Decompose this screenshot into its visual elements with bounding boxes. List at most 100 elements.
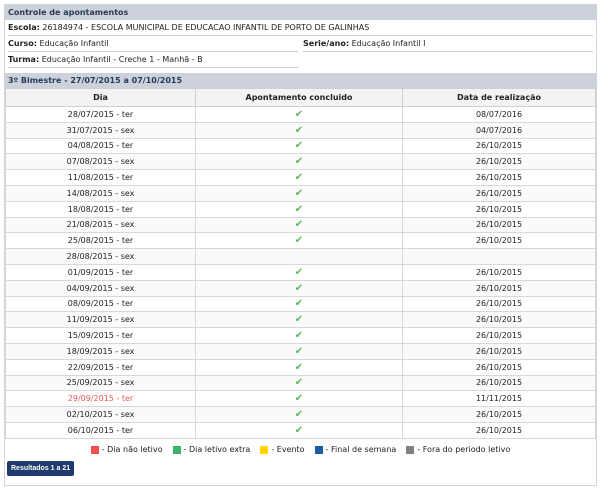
check-icon: ✔ bbox=[294, 409, 304, 421]
data-realizacao-cell: 26/10/2015 bbox=[402, 311, 596, 329]
column-header-dia[interactable]: Dia bbox=[5, 88, 196, 107]
apontamento-cell: ✔ bbox=[195, 106, 403, 123]
data-realizacao-cell: 08/07/2016 bbox=[402, 106, 596, 123]
apontamento-cell: ✔ bbox=[195, 327, 403, 344]
data-realizacao-cell: 26/10/2015 bbox=[402, 295, 596, 313]
table-row[interactable]: 14/08/2015 - sex ✔ 26/10/2015 bbox=[5, 184, 596, 202]
data-realizacao-cell: 26/10/2015 bbox=[402, 232, 596, 250]
data-realizacao-cell: 26/10/2015 bbox=[402, 263, 596, 281]
dia-cell: 14/08/2015 - sex bbox=[5, 184, 196, 202]
data-realizacao-cell: 26/10/2015 bbox=[402, 169, 596, 186]
legend-swatch bbox=[260, 445, 269, 454]
apontamento-cell: ✔ bbox=[195, 216, 403, 234]
legend-item: - Fora do periodo letivo bbox=[406, 445, 510, 454]
table-row[interactable]: 31/07/2015 - sex ✔ 04/07/2016 bbox=[5, 121, 596, 139]
data-realizacao-cell: 26/10/2015 bbox=[402, 421, 596, 439]
column-header-apontamento[interactable]: Apontamento concluido bbox=[195, 88, 403, 107]
apontamento-cell: ✔ bbox=[195, 358, 403, 376]
check-icon: ✔ bbox=[294, 377, 304, 389]
check-icon: ✔ bbox=[294, 235, 304, 247]
data-realizacao-cell: 26/10/2015 bbox=[402, 200, 596, 218]
apontamento-cell: ✔ bbox=[195, 232, 403, 250]
table-row[interactable]: 18/09/2015 - sex ✔ 26/10/2015 bbox=[5, 342, 596, 360]
dia-cell: 11/08/2015 - ter bbox=[5, 169, 196, 186]
legend-item: - Dia letivo extra bbox=[172, 445, 250, 454]
table-row[interactable]: 25/08/2015 - ter ✔ 26/10/2015 bbox=[5, 232, 596, 250]
apontamento-cell: ✔ bbox=[195, 121, 403, 139]
data-realizacao-cell: 26/10/2015 bbox=[402, 279, 596, 297]
apontamento-cell: ✔ bbox=[195, 390, 403, 408]
data-realizacao-cell: 26/10/2015 bbox=[402, 374, 596, 392]
dia-cell: 04/08/2015 - ter bbox=[5, 137, 196, 155]
table-row[interactable]: 07/08/2015 - sex ✔ 26/10/2015 bbox=[5, 153, 596, 171]
results-button[interactable]: Resultados 1 a 21 bbox=[7, 461, 75, 476]
check-icon: ✔ bbox=[294, 108, 304, 120]
apontamento-cell: ✔ bbox=[195, 169, 403, 186]
apontamento-cell: ✔ bbox=[195, 184, 403, 202]
data-realizacao-cell: 26/10/2015 bbox=[402, 406, 596, 423]
check-icon: ✔ bbox=[294, 393, 304, 405]
check-icon: ✔ bbox=[294, 424, 304, 436]
table-row[interactable]: 08/09/2015 - ter ✔ 26/10/2015 bbox=[5, 295, 596, 313]
apontamento-cell: ✔ bbox=[195, 311, 403, 329]
column-header-data[interactable]: Data de realização bbox=[402, 88, 596, 107]
dia-cell: 01/09/2015 - ter bbox=[5, 263, 196, 281]
curso-field: Curso: Educação Infantil bbox=[8, 36, 298, 52]
dia-cell: 29/09/2015 - ter bbox=[5, 390, 196, 408]
legend-label: - Evento bbox=[271, 445, 305, 454]
data-realizacao-cell: 26/10/2015 bbox=[402, 216, 596, 234]
curso-value: Educação Infantil bbox=[39, 39, 109, 48]
table-row[interactable]: 02/10/2015 - sex ✔ 26/10/2015 bbox=[5, 406, 596, 423]
apontamento-cell: ✔ bbox=[195, 342, 403, 360]
table-row[interactable]: 06/10/2015 - ter ✔ 26/10/2015 bbox=[5, 421, 596, 439]
data-realizacao-cell: 04/07/2016 bbox=[402, 121, 596, 139]
check-icon: ✔ bbox=[294, 219, 304, 231]
legend-swatch bbox=[90, 445, 99, 454]
legend-item: - Evento bbox=[260, 445, 305, 454]
check-icon: ✔ bbox=[294, 140, 304, 152]
dia-cell: 18/08/2015 - ter bbox=[5, 200, 196, 218]
table-row[interactable]: 15/09/2015 - ter ✔ 26/10/2015 bbox=[5, 327, 596, 344]
dia-cell: 25/08/2015 - ter bbox=[5, 232, 196, 250]
dia-cell: 18/09/2015 - sex bbox=[5, 342, 196, 360]
table-row[interactable]: 18/08/2015 - ter ✔ 26/10/2015 bbox=[5, 200, 596, 218]
dia-cell: 11/09/2015 - sex bbox=[5, 311, 196, 329]
check-icon: ✔ bbox=[294, 266, 304, 278]
check-icon: ✔ bbox=[294, 203, 304, 215]
legend: - Dia não letivo - Dia letivo extra - Even… bbox=[5, 445, 596, 456]
apontamentos-table: Dia Apontamento concluido Data de realiz… bbox=[5, 88, 596, 439]
legend-label: - Fora do periodo letivo bbox=[417, 445, 511, 454]
dia-cell: 25/09/2015 - sex bbox=[5, 374, 196, 392]
check-icon: ✔ bbox=[294, 156, 304, 168]
dia-cell: 31/07/2015 - sex bbox=[5, 121, 196, 139]
table-row[interactable]: 22/09/2015 - ter ✔ 26/10/2015 bbox=[5, 358, 596, 376]
table-row[interactable]: 28/08/2015 - sex bbox=[5, 248, 596, 265]
table-row[interactable]: 04/08/2015 - ter ✔ 26/10/2015 bbox=[5, 137, 596, 155]
data-realizacao-cell: 26/10/2015 bbox=[402, 342, 596, 360]
panel-title: Controle de apontamentos bbox=[5, 5, 596, 20]
apontamento-cell: ✔ bbox=[195, 295, 403, 313]
legend-swatch bbox=[314, 445, 323, 454]
table-row[interactable]: 29/09/2015 - ter ✔ 11/11/2015 bbox=[5, 390, 596, 408]
apontamento-cell: ✔ bbox=[195, 263, 403, 281]
apontamentos-panel: Controle de apontamentos Escola: 2618497… bbox=[4, 4, 597, 486]
table-row[interactable]: 11/09/2015 - sex ✔ 26/10/2015 bbox=[5, 311, 596, 329]
check-icon: ✔ bbox=[294, 361, 304, 373]
table-row[interactable]: 01/09/2015 - ter ✔ 26/10/2015 bbox=[5, 263, 596, 281]
table-row[interactable]: 11/08/2015 - ter ✔ 26/10/2015 bbox=[5, 169, 596, 186]
dia-cell: 22/09/2015 - ter bbox=[5, 358, 196, 376]
turma-label: Turma: bbox=[8, 55, 40, 64]
data-realizacao-cell: 11/11/2015 bbox=[402, 390, 596, 408]
table-row[interactable]: 21/08/2015 - sex ✔ 26/10/2015 bbox=[5, 216, 596, 234]
table-row[interactable]: 04/09/2015 - sex ✔ 26/10/2015 bbox=[5, 279, 596, 297]
dia-cell: 06/10/2015 - ter bbox=[5, 421, 196, 439]
table-row[interactable]: 28/07/2015 - ter ✔ 08/07/2016 bbox=[5, 106, 596, 123]
serie-label: Serie/ano: bbox=[303, 39, 350, 48]
check-icon: ✔ bbox=[294, 172, 304, 184]
table-row[interactable]: 25/09/2015 - sex ✔ 26/10/2015 bbox=[5, 374, 596, 392]
dia-cell: 28/08/2015 - sex bbox=[5, 248, 196, 265]
apontamento-cell: ✔ bbox=[195, 153, 403, 171]
check-icon: ✔ bbox=[294, 314, 304, 326]
dia-cell: 04/09/2015 - sex bbox=[5, 279, 196, 297]
dia-cell: 07/08/2015 - sex bbox=[5, 153, 196, 171]
